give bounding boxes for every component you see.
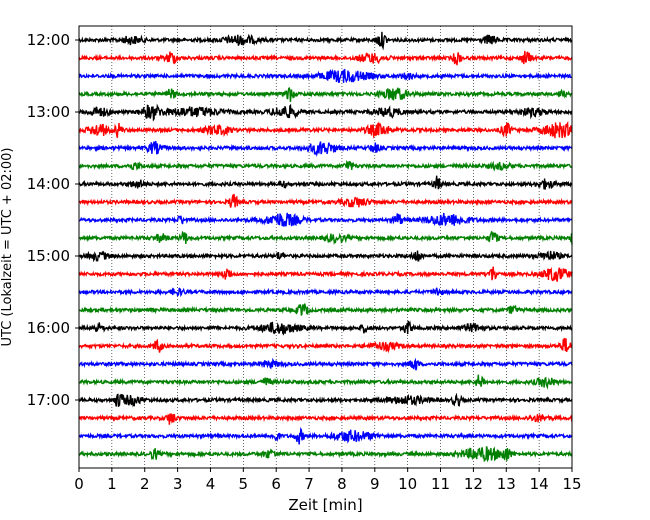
trace-1315: [78, 120, 573, 139]
plot-background: [79, 26, 572, 468]
x-tick-label: 0: [74, 475, 84, 493]
trace-1600: [78, 320, 573, 336]
x-tick-label: 6: [271, 475, 281, 493]
x-tick-label: 7: [304, 475, 314, 493]
y-axis-ticks: 12:00 13:00 14:00 15:00 16:00 17:00: [27, 31, 79, 409]
trace-1730: [78, 427, 573, 445]
plot-frame: [78, 25, 573, 469]
x-tick-label: 4: [206, 475, 216, 493]
y-tick-label: 13:00: [27, 103, 70, 121]
trace-1245: [78, 87, 573, 102]
y-tick-label: 17:00: [27, 391, 70, 409]
traces: [78, 31, 573, 463]
trace-1700: [78, 392, 573, 408]
trace-1200: [78, 31, 573, 51]
x-tick-label: 10: [398, 475, 417, 493]
trace-1430: [78, 212, 573, 227]
x-tick-label: 8: [337, 475, 347, 493]
trace-1530: [78, 287, 573, 298]
trace-1215: [78, 50, 573, 66]
x-axis-label: Zeit [min]: [288, 496, 362, 514]
y-tick-label: 15:00: [27, 247, 70, 265]
trace-1615: [78, 337, 573, 354]
x-tick-label: 15: [562, 475, 581, 493]
trace-1230: [78, 68, 573, 84]
trace-1545: [78, 303, 573, 316]
x-tick-label: 1: [107, 475, 117, 493]
x-axis-ticks: 0 1 2 3 4 5 6 7 8 9 10 11 12 13 14 15: [74, 468, 582, 493]
y-tick-label: 14:00: [27, 175, 70, 193]
x-tick-label: 12: [464, 475, 483, 493]
trace-1630: [78, 357, 573, 371]
trace-1400: [78, 175, 573, 190]
x-tick-label: 2: [140, 475, 150, 493]
y-tick-label: 16:00: [27, 319, 70, 337]
trace-1745: [78, 446, 573, 463]
trace-1300: [78, 103, 573, 122]
y-axis-label: UTC (Lokalzeit = UTC + 02:00): [0, 148, 15, 347]
trace-1445: [78, 230, 573, 245]
x-tick-label: 5: [239, 475, 249, 493]
trace-1715: [78, 413, 573, 425]
trace-1500: [78, 250, 573, 263]
y-tick-label: 12:00: [27, 31, 70, 49]
x-tick-label: 14: [530, 475, 549, 493]
trace-1330: [78, 140, 573, 158]
x-tick-label: 11: [431, 475, 450, 493]
trace-1515: [78, 266, 573, 282]
x-tick-label: 13: [497, 475, 516, 493]
trace-1645: [78, 374, 573, 390]
trace-1415: [78, 193, 573, 208]
trace-1345: [78, 159, 573, 172]
x-tick-label: 9: [370, 475, 380, 493]
x-tick-label: 3: [173, 475, 183, 493]
